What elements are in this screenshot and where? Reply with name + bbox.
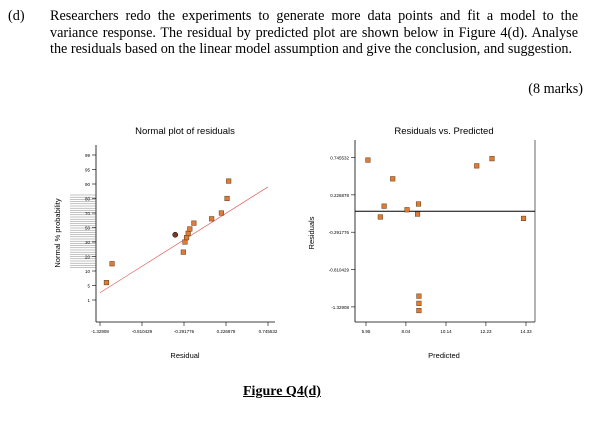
normal-plot-point [209, 216, 215, 222]
normal-plot-point [185, 230, 191, 236]
residuals-vs-predicted-chart: Residuals vs. Predicted Residuals Predic… [307, 126, 536, 360]
residuals-plot-point [474, 163, 480, 169]
residuals-plot-point [416, 308, 422, 314]
normal-plot-x-tick-label: 0.226878 [217, 329, 236, 334]
normal-plot-point [191, 220, 197, 226]
residuals-plot-y-tick-label: 0.226878 [330, 193, 349, 198]
normal-plot-point [187, 226, 193, 232]
normal-plot-point [184, 235, 190, 241]
marks-label: (8 marks) [528, 81, 583, 97]
question-label: (d) [8, 8, 25, 24]
normal-plot-y-tick-label: 10 [85, 269, 91, 274]
residuals-plot-point [381, 203, 387, 209]
residuals-plot-y-tick-label: 0.745532 [330, 156, 349, 161]
normal-plot-title: Normal plot of residuals [135, 126, 235, 137]
residuals-plot-point [416, 300, 422, 306]
normal-plot-x-tick-label: -0.810429 [132, 329, 153, 334]
normal-plot-point [218, 210, 224, 216]
normal-plot-point [224, 195, 230, 202]
residuals-plot-x-tick-label: 14.33 [520, 329, 532, 334]
residuals-plot-title: Residuals vs. Predicted [394, 126, 493, 137]
normal-plot-point [103, 280, 109, 286]
normal-plot-y-tick-label: 70 [85, 211, 91, 216]
normal-plot-y-tick-label: 1 [87, 298, 90, 303]
residuals-plot-point [520, 215, 527, 221]
residuals-plot-x-tick-label: 8.04 [402, 329, 411, 334]
normal-plot-y-tick-label: 90 [85, 182, 91, 187]
normal-plot-y-tick-label: 30 [85, 240, 91, 245]
normal-plot-x-label: Residual [170, 351, 200, 360]
residuals-plot-y-tick-label: -0.810429 [329, 268, 350, 273]
residuals-plot-point [415, 211, 421, 217]
residuals-plot-y-tick-label: -0.291776 [329, 230, 350, 235]
residuals-plot-point [377, 214, 383, 220]
normal-plot-point [109, 261, 115, 267]
normal-plot-y-tick-label: 80 [85, 197, 91, 202]
residuals-plot-point [404, 207, 410, 213]
residuals-plot-y-tick-label: -1.32908 [331, 305, 349, 310]
normal-plot-point [180, 249, 186, 255]
residuals-plot-point [390, 176, 396, 182]
normal-plot-y-label: Normal % probability [53, 198, 62, 267]
residuals-plot-x-tick-label: 12.23 [480, 329, 492, 334]
normal-plot-point [182, 239, 188, 245]
normal-plot-highlight-point [172, 231, 179, 238]
residuals-plot-point [415, 201, 422, 207]
normal-plot-x-tick-label: 0.745532 [259, 329, 278, 334]
normal-plot-chart: Normal plot of residuals Normal % probab… [53, 126, 278, 360]
residuals-plot-x-tick-label: 10.14 [440, 329, 452, 334]
normal-plot-y-tick-label: 5 [87, 284, 90, 289]
residuals-plot-point [489, 156, 495, 162]
normal-plot-point [226, 178, 232, 184]
residuals-plot-point [365, 157, 371, 163]
residuals-plot-y-label: Residuals [307, 216, 316, 249]
question-text: Researchers redo the experiments to gene… [50, 8, 578, 57]
normal-plot-y-tick-label: 20 [85, 255, 91, 260]
residuals-plot-point [416, 293, 422, 299]
residuals-plot-x-tick-label: 5.95 [362, 329, 371, 334]
normal-plot-x-tick-label: -1.32908 [91, 329, 109, 334]
normal-plot-y-tick-label: 99 [85, 153, 91, 158]
normal-plot-y-tick-label: 95 [85, 168, 91, 173]
normal-plot-x-tick-label: -0.291776 [174, 329, 195, 334]
residuals-plot-x-label: Predicted [428, 351, 460, 360]
figure-caption: Figure Q4(d) [243, 384, 321, 399]
